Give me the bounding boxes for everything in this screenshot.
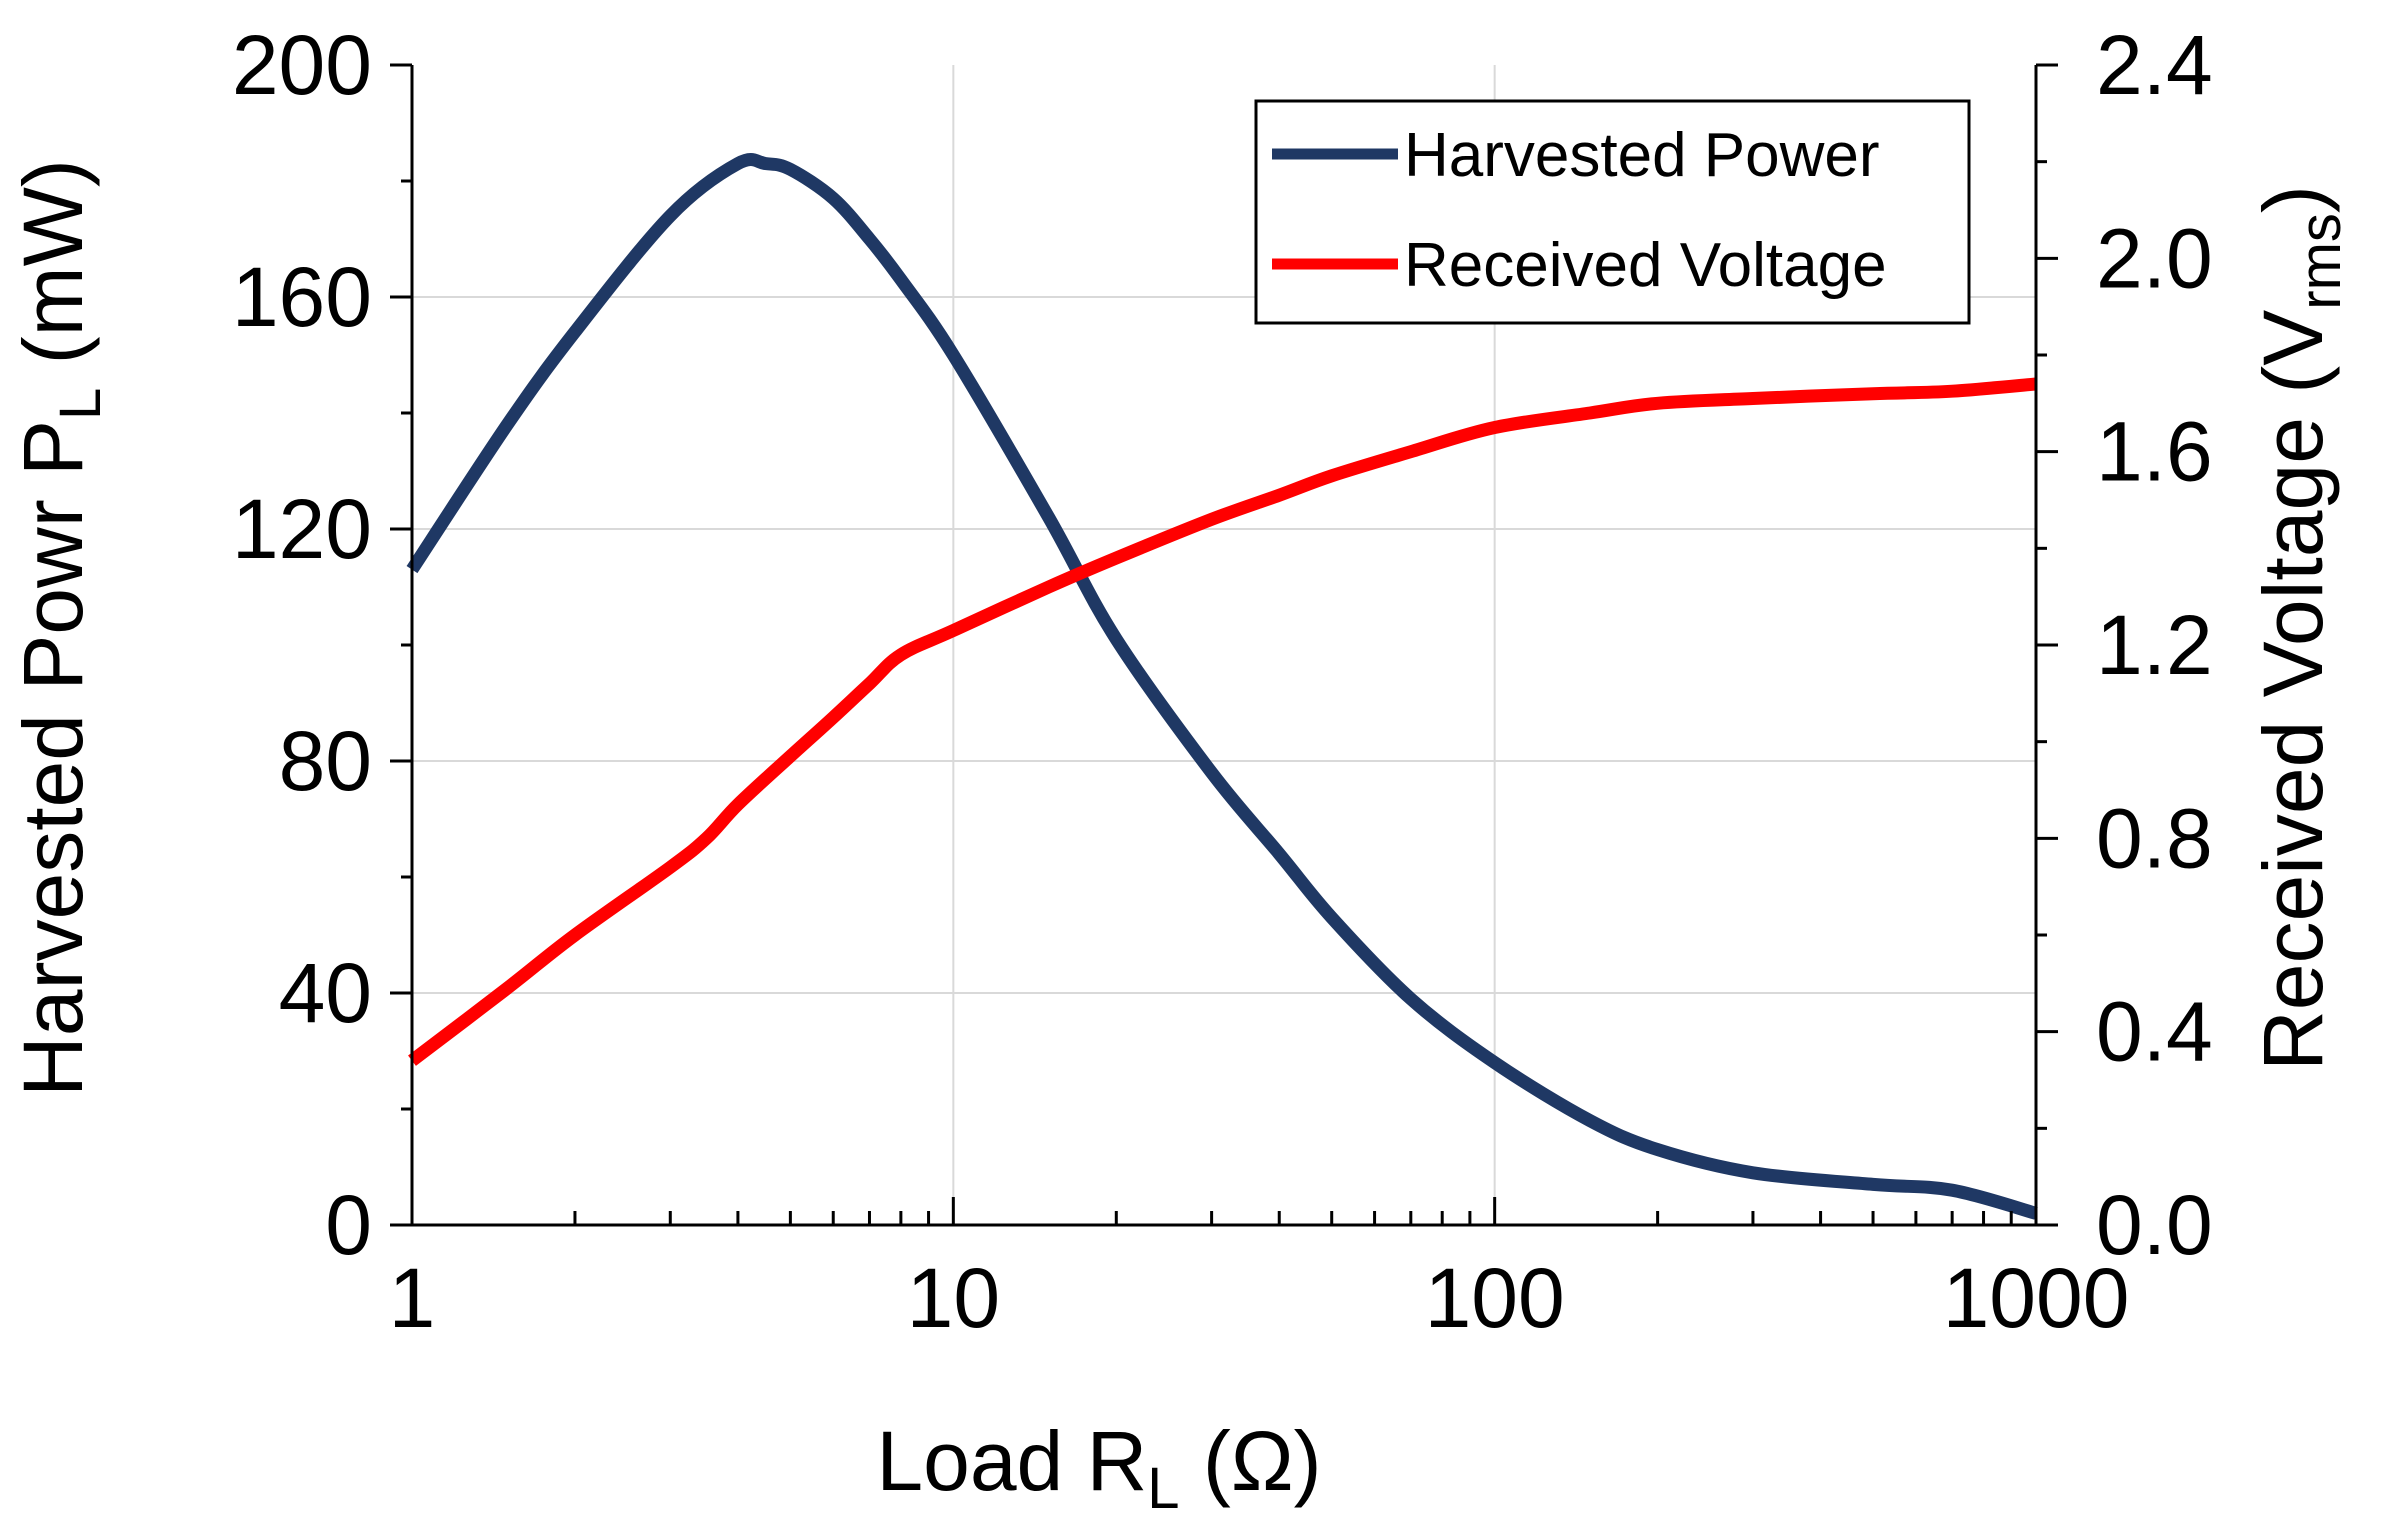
y-right-tick-label: 2.4 bbox=[2096, 18, 2213, 112]
y-axis-right-title: Received Voltage (Vrms) bbox=[2246, 185, 2353, 1071]
y-left-tick-label: 40 bbox=[279, 946, 372, 1040]
y-right-tick-label: 0.0 bbox=[2096, 1178, 2213, 1272]
y-right-tick-label: 0.8 bbox=[2096, 791, 2213, 885]
x-tick-label: 100 bbox=[1425, 1251, 1565, 1345]
series-line-harvested-power bbox=[406, 153, 2038, 1220]
y-axis-left-title: Harvested Powr PL (mW) bbox=[6, 159, 113, 1097]
ticks bbox=[390, 63, 2058, 1227]
y-left-tick-label: 80 bbox=[279, 714, 372, 808]
x-axis-title: Load RL (Ω) bbox=[876, 1414, 1321, 1521]
legend-box bbox=[1254, 99, 1971, 325]
y-left-tick-label: 0 bbox=[325, 1178, 372, 1272]
x-tick-label: 1000 bbox=[1943, 1251, 2130, 1345]
y-left-tick-label: 160 bbox=[232, 250, 372, 344]
legend-label-received-voltage: Received Voltage bbox=[1404, 231, 1887, 300]
x-tick-label: 10 bbox=[907, 1251, 1000, 1345]
tick-labels: 1 10 100 1000 0 40 80 120 160 200 0.0 0.4 0.8 1.2 1.6 2… bbox=[232, 18, 2213, 1345]
series-line-received-voltage bbox=[408, 377, 2037, 1066]
legend: Harvested Power Received Voltage bbox=[1254, 99, 1971, 325]
y-right-tick-label: 1.6 bbox=[2096, 405, 2213, 499]
series-layer bbox=[406, 153, 2038, 1220]
y-left-tick-label: 120 bbox=[232, 482, 372, 576]
y-right-tick-label: 0.4 bbox=[2096, 985, 2213, 1079]
y-right-tick-label: 1.2 bbox=[2096, 598, 2213, 692]
y-right-tick-label: 2.0 bbox=[2096, 211, 2213, 305]
y-left-tick-label: 200 bbox=[232, 18, 372, 112]
x-tick-label: 1 bbox=[389, 1251, 436, 1345]
legend-label-harvested-power: Harvested Power bbox=[1404, 121, 1880, 190]
